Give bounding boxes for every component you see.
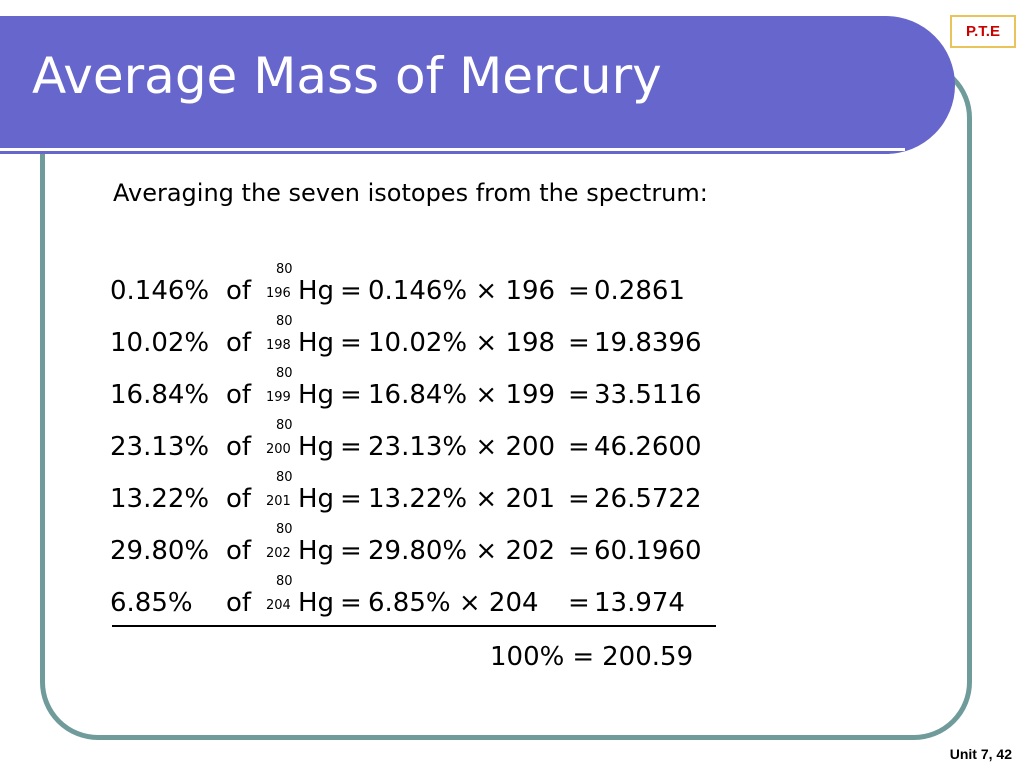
of-word: of [226,380,252,410]
atomic-number: 80 [276,366,293,381]
equals-sign: = [340,588,362,618]
isotope-percent: 29.80% [110,536,210,566]
weighted-result: 33.5116 [594,380,702,410]
mass-number: 196 [266,286,291,301]
total-equals-sign: = [572,642,595,672]
isotope-percent: 0.146% [110,276,210,306]
pte-badge-label: P.T.E [966,23,1000,40]
weighted-result: 46.2600 [594,432,702,462]
pte-badge: P.T.E [950,15,1016,48]
equals-sign: = [568,588,590,618]
of-word: of [226,432,252,462]
of-word: of [226,588,252,618]
of-word: of [226,276,252,306]
title-bar [0,16,955,154]
equals-sign: = [568,484,590,514]
product-expression: 10.02% × 198 [368,328,556,358]
weighted-result: 19.8396 [594,328,702,358]
atomic-number: 80 [276,574,293,589]
equals-sign: = [568,432,590,462]
isotope-percent: 6.85% [110,588,193,618]
calc-row: 10.02% of 80 198 Hg = 10.02% × 198 = 19.8396 [0,315,1024,363]
element-symbol: Hg [298,484,335,514]
atomic-number: 80 [276,522,293,537]
element-symbol: Hg [298,328,335,358]
isotope-notation: 80 201 Hg [260,471,340,519]
of-word: of [226,328,252,358]
element-symbol: Hg [298,276,335,306]
isotope-notation: 80 202 Hg [260,523,340,571]
element-symbol: Hg [298,588,335,618]
calc-row: 6.85% of 80 204 Hg = 6.85% × 204 = 13.974 [0,575,1024,623]
product-expression: 16.84% × 199 [368,380,556,410]
equals-sign: = [568,536,590,566]
isotope-percent: 10.02% [110,328,210,358]
calc-row: 29.80% of 80 202 Hg = 29.80% × 202 = 60.1960 [0,523,1024,571]
sum-line [112,625,716,627]
calc-row: 23.13% of 80 200 Hg = 23.13% × 200 = 46.2600 [0,419,1024,467]
isotope-notation: 80 204 Hg [260,575,340,623]
equals-sign: = [340,276,362,306]
element-symbol: Hg [298,536,335,566]
isotope-notation: 80 200 Hg [260,419,340,467]
atomic-number: 80 [276,262,293,277]
product-expression: 6.85% × 204 [368,588,539,618]
title-underline [0,148,905,151]
total-row: 100% = 200.59 [490,639,693,675]
intro-text: Averaging the seven isotopes from the sp… [113,179,708,207]
equals-sign: = [340,380,362,410]
weighted-result: 60.1960 [594,536,702,566]
mass-number: 202 [266,546,291,561]
equals-sign: = [568,276,590,306]
calc-row: 13.22% of 80 201 Hg = 13.22% × 201 = 26.5722 [0,471,1024,519]
product-expression: 13.22% × 201 [368,484,556,514]
mass-number: 200 [266,442,291,457]
isotope-percent: 16.84% [110,380,210,410]
equals-sign: = [340,432,362,462]
equals-sign: = [568,328,590,358]
of-word: of [226,536,252,566]
calc-row: 16.84% of 80 199 Hg = 16.84% × 199 = 33.5116 [0,367,1024,415]
mass-number: 199 [266,390,291,405]
equals-sign: = [568,380,590,410]
atomic-number: 80 [276,314,293,329]
product-expression: 0.146% × 196 [368,276,556,306]
atomic-number: 80 [276,470,293,485]
page-title: Average Mass of Mercury [32,47,662,105]
calc-row: 0.146% of 80 196 Hg = 0.146% × 196 = 0.2861 [0,263,1024,311]
mass-number: 201 [266,494,291,509]
slide-footer: Unit 7, 42 [949,746,1012,762]
weighted-result: 13.974 [594,588,685,618]
of-word: of [226,484,252,514]
mass-number: 198 [266,338,291,353]
weighted-result: 0.2861 [594,276,685,306]
product-expression: 29.80% × 202 [368,536,556,566]
total-percent: 100% [490,642,565,672]
isotope-percent: 23.13% [110,432,210,462]
weighted-result: 26.5722 [594,484,702,514]
mass-number: 204 [266,598,291,613]
product-expression: 23.13% × 200 [368,432,556,462]
isotope-notation: 80 199 Hg [260,367,340,415]
element-symbol: Hg [298,432,335,462]
isotope-notation: 80 196 Hg [260,263,340,311]
isotope-percent: 13.22% [110,484,210,514]
equals-sign: = [340,484,362,514]
total-value: 200.59 [602,642,694,672]
equals-sign: = [340,328,362,358]
element-symbol: Hg [298,380,335,410]
equals-sign: = [340,536,362,566]
isotope-notation: 80 198 Hg [260,315,340,363]
atomic-number: 80 [276,418,293,433]
